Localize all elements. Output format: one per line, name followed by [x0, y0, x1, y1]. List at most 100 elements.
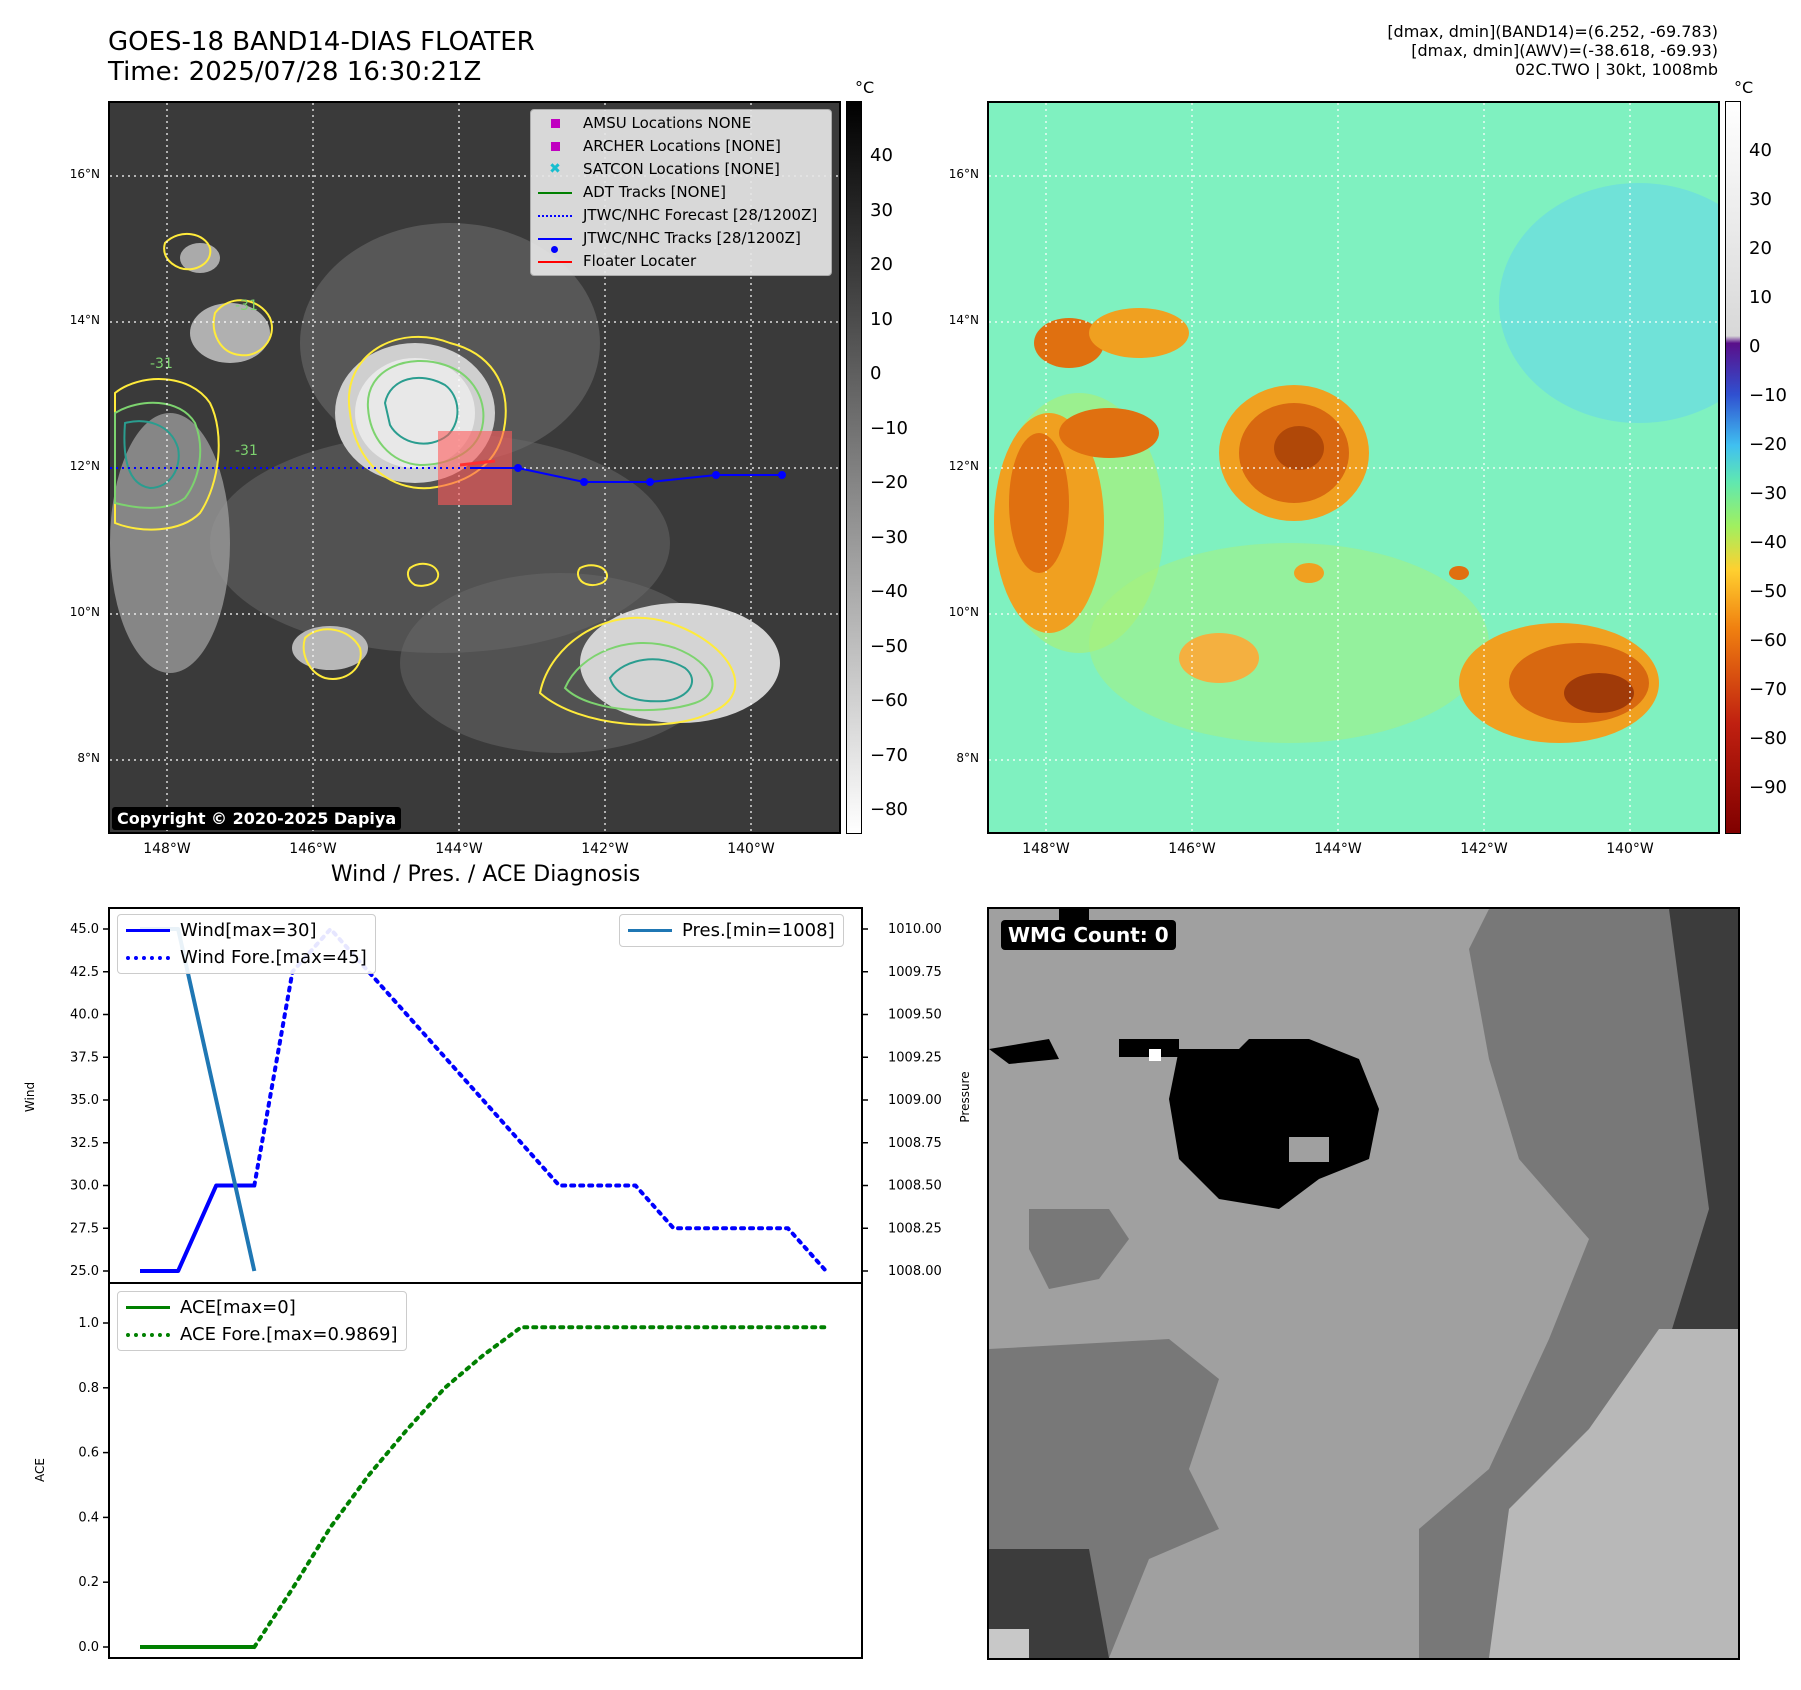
colorbar-unit: °C: [1734, 78, 1754, 97]
lat-label: 14°N: [948, 313, 979, 327]
legend-label: ACE[max=0]: [180, 1297, 296, 1318]
colorbar-tick-label: 20: [870, 254, 893, 275]
floater-locater-line: [459, 459, 496, 467]
ace-forecast-series-line: [252, 1325, 828, 1649]
colorbar-tick-label: 10: [870, 308, 893, 330]
y-tick-label: 1.0: [78, 1316, 99, 1331]
ir-map: -31 -31 -31: [110, 103, 839, 832]
lon-label: 144°W: [435, 841, 483, 857]
y-tick-label: 0.2: [78, 1575, 99, 1590]
colorbar-tick-label: 30: [1749, 189, 1772, 210]
colorbar-tick-label: 0: [1749, 336, 1761, 357]
legend-item-archer: ARCHER Locations [NONE]: [537, 135, 825, 158]
y2-tick-label: 1008.25: [888, 1221, 942, 1236]
solid-green-line-icon: [126, 1306, 170, 1309]
y-tick-label: 30.0: [70, 1179, 99, 1194]
gray-colorbar-ticks: 40 30 20 10 0 −10 −20 −30 −40 −50 −60 −70 −80: [870, 101, 930, 834]
y-tick-label: 0.4: [78, 1510, 99, 1525]
lat-label: 10°N: [948, 605, 979, 619]
ir-map-panel: -31 -31 -31: [108, 101, 841, 834]
lat-label: 14°N: [69, 313, 100, 327]
contour-label: -31: [150, 356, 173, 372]
y2-tick-label: 1009.00: [888, 1093, 942, 1108]
lon-label: 140°W: [1606, 841, 1654, 857]
map-grid: [989, 103, 1718, 832]
legend-label: Wind[max=30]: [180, 920, 317, 941]
copyright-badge: Copyright © 2020-2025 Dapiya: [112, 807, 402, 830]
legend-label: ARCHER Locations [NONE]: [583, 137, 781, 155]
legend-item-satcon: ✖ SATCON Locations [NONE]: [537, 158, 825, 181]
color-colorbar: [1725, 101, 1741, 834]
y-tick-label: 0.8: [78, 1381, 99, 1396]
y2-tick-label: 1008.75: [888, 1136, 942, 1151]
cyan-x-icon: ✖: [549, 161, 561, 177]
lon-label: 142°W: [581, 841, 629, 857]
legend-wind-fore: Wind Fore.[max=45]: [126, 944, 367, 971]
colorbar-tick-label: −50: [870, 635, 908, 657]
awv-cloud-field: [994, 308, 1659, 743]
colorbar-tick-label: 0: [870, 363, 882, 384]
legend-label: JTWC/NHC Forecast [28/1200Z]: [583, 206, 818, 224]
legend-label: SATCON Locations [NONE]: [583, 160, 780, 178]
gray-colorbar: [846, 101, 862, 834]
legend-item-floater: Floater Locater: [537, 250, 825, 273]
y2-tick-label: 1009.50: [888, 1008, 942, 1023]
colorbar-tick-label: −40: [1749, 532, 1787, 553]
chart-title: GOES-18 BAND14-DIAS FLOATER: [108, 27, 535, 57]
awv-map: [989, 103, 1718, 832]
legend-item-tracks: JTWC/NHC Tracks [28/1200Z]: [537, 227, 825, 253]
colorbar-tick-label: 20: [1749, 238, 1772, 259]
ace-legend: ACE[max=0] ACE Fore.[max=0.9869]: [117, 1291, 407, 1351]
colorbar-tick-label: −60: [870, 690, 908, 711]
legend-label: ACE Fore.[max=0.9869]: [180, 1324, 398, 1345]
legend-pres: Pres.[min=1008]: [628, 917, 835, 944]
colorbar-tick-label: −30: [870, 526, 908, 548]
colorbar-tick-label: −80: [1749, 728, 1787, 749]
colorbar-tick-label: −70: [870, 744, 908, 766]
dotted-green-line-icon: [126, 1332, 170, 1337]
y-tick-label: 42.5: [70, 965, 99, 980]
colorbar-unit: °C: [855, 78, 875, 97]
wind-legend: Wind[max=30] Wind Fore.[max=45]: [117, 914, 376, 974]
awv-map-panel: [987, 101, 1720, 834]
best-track-line: [470, 467, 782, 483]
legend-label: Floater Locater: [583, 252, 697, 270]
pressure-legend: Pres.[min=1008]: [619, 914, 844, 947]
legend-ace-fore: ACE Fore.[max=0.9869]: [126, 1321, 398, 1348]
colorbar-tick-label: 10: [1749, 287, 1772, 308]
ir-contours: [114, 233, 737, 726]
y2-tick-label: 1009.25: [888, 1050, 942, 1065]
colorbar-tick-label: −20: [870, 472, 908, 493]
blue-dotted-line-icon: [537, 214, 573, 217]
map-legend: AMSU Locations NONE ARCHER Locations [NO…: [530, 109, 832, 276]
dotted-blue-line-icon: [126, 955, 170, 960]
wind-forecast-series-line: [252, 927, 828, 1273]
colorbar-tick-label: 30: [870, 199, 893, 221]
best-track-points: [514, 464, 786, 486]
color-colorbar-ticks: 40 30 20 10 0 −10 −20 −30 −40 −50 −60 −70 −80 −90: [1749, 101, 1799, 834]
colorbar-tick-label: −50: [1749, 581, 1787, 602]
magenta-square-icon: [537, 119, 573, 128]
lon-label: 146°W: [289, 841, 337, 857]
chart-time: Time: 2025/07/28 16:30:21Z: [108, 57, 482, 87]
legend-item-amsu: AMSU Locations NONE: [537, 112, 825, 135]
y-tick-label: 35.0: [70, 1093, 99, 1108]
colorbar-tick-label: −80: [870, 799, 908, 820]
colorbar-tick-label: −90: [1749, 777, 1787, 798]
legend-wind: Wind[max=30]: [126, 917, 367, 944]
info-band14: [dmax, dmin](BAND14)=(6.252, -69.783): [1387, 22, 1718, 41]
diagnosis-title: Wind / Pres. / ACE Diagnosis: [330, 862, 641, 887]
legend-label: AMSU Locations NONE: [583, 114, 752, 132]
lat-label: 8°N: [77, 751, 100, 765]
colorbar-tick-label: −10: [870, 417, 908, 439]
y-tick-label: 37.5: [70, 1050, 99, 1065]
legend-label: Pres.[min=1008]: [682, 920, 835, 941]
colorbar-tick-label: 40: [1749, 140, 1772, 161]
contour-label: -31: [235, 298, 258, 314]
info-storm: 02C.TWO | 30kt, 1008mb: [1515, 60, 1718, 79]
y-tick-label: 45.0: [70, 922, 99, 937]
lat-label: 16°N: [948, 167, 979, 181]
y2-tick-label: 1009.75: [888, 965, 942, 980]
wmg-image: [989, 909, 1738, 1658]
colorbar-tick-label: −70: [1749, 679, 1787, 700]
